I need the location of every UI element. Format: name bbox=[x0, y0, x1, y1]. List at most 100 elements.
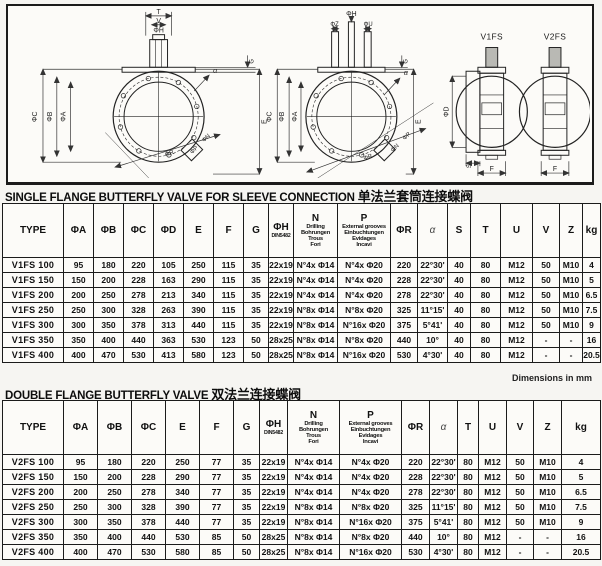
col-header: ΦB bbox=[93, 203, 124, 258]
value-cell: 6.5 bbox=[582, 287, 601, 303]
value-cell: 35 bbox=[243, 257, 269, 273]
value-cell: 115 bbox=[213, 317, 244, 333]
value-cell: 250 bbox=[97, 484, 132, 500]
col-header: α bbox=[417, 203, 448, 258]
value-cell: 28x25 bbox=[268, 347, 294, 363]
value-cell: M10 bbox=[533, 514, 562, 530]
col-header: ΦC bbox=[123, 203, 154, 258]
value-cell: N°4x Φ20 bbox=[339, 454, 402, 470]
value-cell: 80 bbox=[457, 484, 479, 500]
value-cell: 278 bbox=[123, 287, 154, 303]
value-cell: 85 bbox=[199, 529, 234, 545]
value-cell: 95 bbox=[63, 454, 98, 470]
value-cell: 278 bbox=[401, 484, 430, 500]
value-cell: 22x19 bbox=[259, 514, 288, 530]
value-cell: 440 bbox=[401, 529, 430, 545]
value-cell: 50 bbox=[506, 484, 534, 500]
value-cell: 11°15' bbox=[417, 302, 448, 318]
col-header: kg bbox=[582, 203, 601, 258]
col-header: P External grooves Einbuchtungen Evidages In… bbox=[337, 203, 391, 258]
value-cell: M12 bbox=[500, 317, 533, 333]
type-cell: V2FS 250 bbox=[2, 499, 64, 515]
value-cell: 5°41' bbox=[417, 317, 448, 333]
side-view-v1fs-labels: V1FS ΦD S F bbox=[443, 32, 502, 173]
value-cell: M10 bbox=[559, 257, 583, 273]
col-header: T bbox=[470, 203, 501, 258]
value-cell: N°8x Φ14 bbox=[293, 332, 338, 348]
side-view-v1fs bbox=[455, 47, 528, 160]
dim-label-phia-2: ΦA bbox=[292, 111, 299, 122]
value-cell: 28x25 bbox=[268, 332, 294, 348]
table-row: V1FS 200 200 250 278 213 340 115 35 22x19 N°4x Φ1… bbox=[2, 287, 601, 303]
dim-label-alpha: α bbox=[213, 66, 218, 75]
technical-drawing-panel: T V ΦH ΦC ΦB ΦA E G α ΦN ΦP ΦR bbox=[6, 4, 594, 185]
col-header: T bbox=[457, 400, 479, 455]
value-cell: 228 bbox=[390, 272, 418, 288]
value-cell: 50 bbox=[506, 499, 534, 515]
col-header: E bbox=[183, 203, 214, 258]
value-cell: 85 bbox=[199, 544, 234, 560]
value-cell: 5 bbox=[561, 469, 601, 485]
value-cell: 300 bbox=[97, 499, 132, 515]
value-cell: M12 bbox=[500, 287, 533, 303]
units-note: Dimensions in mm bbox=[511, 373, 592, 383]
value-cell: N°8x Φ20 bbox=[339, 499, 402, 515]
table-row: V2FS 200 200 250 278 340 77 35 22x19 N°4x Φ14 N°4… bbox=[2, 484, 601, 500]
dim-label-v: V bbox=[156, 18, 161, 25]
value-cell: 22°30' bbox=[429, 454, 458, 470]
value-cell: N°4x Φ20 bbox=[337, 272, 391, 288]
value-cell: 228 bbox=[123, 272, 154, 288]
value-cell: M10 bbox=[533, 469, 562, 485]
value-cell: 378 bbox=[123, 317, 154, 333]
value-cell: 22°30' bbox=[417, 272, 448, 288]
dim-label-phip: ΦP bbox=[189, 145, 199, 155]
value-cell: 77 bbox=[199, 499, 234, 515]
value-cell: 163 bbox=[153, 272, 184, 288]
value-cell: N°8x Φ14 bbox=[287, 514, 340, 530]
value-cell: 390 bbox=[165, 499, 200, 515]
value-cell: 363 bbox=[153, 332, 184, 348]
col-header: G bbox=[243, 203, 269, 258]
value-cell: 220 bbox=[123, 257, 154, 273]
value-cell: 400 bbox=[63, 347, 94, 363]
value-cell: 22x19 bbox=[268, 257, 294, 273]
value-cell: 7.5 bbox=[582, 302, 601, 318]
dim-label-g-2: G bbox=[404, 59, 410, 64]
table2-title-zh: 双法兰连接蝶阀 bbox=[211, 387, 301, 402]
value-cell: N°8x Φ20 bbox=[337, 332, 391, 348]
single-flange-spec-table: TYPE ΦA ΦB ΦC ΦD E F G ΦH DIN5482 N Drilling Bohrung… bbox=[2, 203, 601, 363]
value-cell: 530 bbox=[401, 544, 430, 560]
value-cell: 123 bbox=[213, 332, 244, 348]
value-cell: 22x19 bbox=[268, 302, 294, 318]
value-cell: M10 bbox=[533, 484, 562, 500]
value-cell: 530 bbox=[123, 347, 154, 363]
value-cell: 470 bbox=[93, 347, 124, 363]
value-cell: M10 bbox=[533, 499, 562, 515]
value-cell: M12 bbox=[500, 302, 533, 318]
value-cell: 50 bbox=[243, 347, 269, 363]
table2-title-en: DOUBLE FLANGE BUTTERFLY VALVE bbox=[5, 390, 209, 402]
value-cell: 290 bbox=[183, 272, 214, 288]
value-cell: 35 bbox=[243, 272, 269, 288]
front-view-flange-dims bbox=[274, 15, 434, 181]
value-cell: 250 bbox=[165, 454, 200, 470]
dim-label-phin: ΦN bbox=[201, 133, 212, 144]
value-cell: 80 bbox=[457, 499, 479, 515]
table1-title: SINGLE FLANGE BUTTERFLY VALVE FOR SLEEVE… bbox=[5, 186, 473, 205]
value-cell: 10° bbox=[417, 332, 448, 348]
table-row: V1FS 300 300 350 378 313 440 115 35 22x19 N°8x Φ1… bbox=[2, 317, 601, 333]
value-cell: 20.5 bbox=[561, 544, 601, 560]
value-cell: 40 bbox=[447, 332, 471, 348]
value-cell: 9 bbox=[561, 514, 601, 530]
value-cell: 123 bbox=[213, 347, 244, 363]
front-view-flange-labels: ΦH ΦZ ΦU ΦC ΦB ΦA E G α ΦP ΦN ΦR bbox=[266, 11, 422, 162]
table-row: V2FS 300 300 350 378 440 77 35 22x19 N°8x Φ14 N°1… bbox=[2, 514, 601, 530]
type-cell: V2FS 150 bbox=[2, 469, 64, 485]
value-cell: 400 bbox=[97, 529, 132, 545]
front-view-sleeve bbox=[112, 34, 205, 163]
value-cell: 250 bbox=[183, 257, 214, 273]
dim-label-e-2: E bbox=[416, 119, 423, 124]
value-cell: - bbox=[533, 544, 562, 560]
value-cell: 6.5 bbox=[561, 484, 601, 500]
